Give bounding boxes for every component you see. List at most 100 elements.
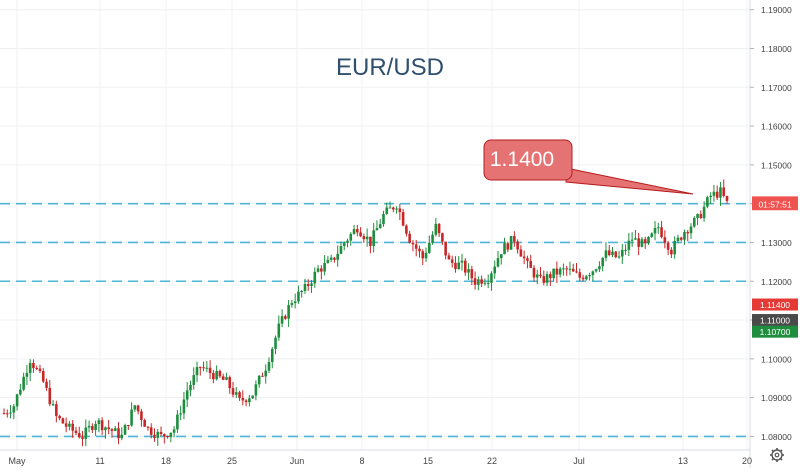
candle-body — [483, 282, 487, 284]
candle-body — [375, 228, 379, 231]
candle-body — [362, 236, 366, 240]
candle-body — [516, 241, 519, 250]
candle-body — [427, 242, 431, 253]
callout-label: 1.1400 — [490, 148, 554, 171]
candle-body — [71, 423, 75, 431]
candle-body — [470, 269, 474, 279]
candle-body — [614, 251, 618, 258]
candle-body — [329, 257, 333, 260]
candle-body — [300, 290, 304, 292]
candle-body — [414, 244, 418, 249]
candle-body — [94, 423, 97, 430]
candle-body — [519, 249, 523, 257]
candle-body — [598, 266, 601, 270]
candle-body — [372, 230, 375, 247]
candle-body — [91, 425, 94, 430]
candle-body — [702, 206, 706, 219]
y-tick-label: 1.18000 — [761, 44, 792, 54]
candle-body — [143, 419, 146, 427]
candle-body — [581, 277, 585, 280]
candle-body — [473, 278, 477, 285]
candle-body — [591, 271, 595, 276]
candle-body — [532, 267, 536, 278]
price-label-text: 1.11000 — [760, 316, 790, 326]
candle-body — [601, 257, 604, 267]
candle-body — [189, 384, 192, 391]
y-tick-label: 1.13000 — [761, 238, 792, 248]
price-label-box — [752, 198, 798, 211]
candle-body — [185, 390, 189, 400]
candle-body — [120, 434, 124, 439]
candle-body — [683, 231, 686, 240]
y-tick-label: 1.15000 — [761, 160, 792, 170]
candle-body — [238, 392, 241, 398]
candle-body — [55, 404, 58, 416]
candle-body — [450, 259, 454, 263]
candle-body — [277, 323, 281, 338]
candle-body — [696, 214, 699, 219]
x-tick-label: 25 — [227, 456, 237, 466]
candle-body — [192, 375, 196, 385]
candle-body — [725, 195, 729, 201]
candle-body — [643, 239, 647, 244]
candle-body — [12, 406, 16, 413]
candle-body — [392, 207, 395, 210]
candle-body — [248, 398, 251, 403]
candle-body — [130, 409, 133, 426]
candle-body — [208, 367, 212, 374]
candle-body — [179, 413, 182, 415]
candle-body — [382, 213, 385, 225]
candle-body — [637, 238, 640, 247]
candle-body — [74, 430, 78, 434]
chart-title: EUR/USD — [336, 54, 444, 81]
candle-body — [706, 197, 709, 207]
candle-body — [61, 418, 65, 424]
candle-body — [22, 376, 25, 390]
price-label-box — [752, 314, 798, 327]
candle-body — [656, 227, 660, 229]
candle-body — [663, 237, 667, 243]
candle-body — [555, 268, 559, 275]
candle-body — [499, 254, 503, 259]
candle-body — [640, 239, 644, 247]
candle-body — [715, 191, 719, 198]
price-callout[interactable]: 1.1400 — [483, 139, 694, 195]
candle-body — [565, 268, 568, 270]
candle-body — [339, 246, 343, 254]
candle-body — [84, 427, 88, 439]
candle-body — [35, 368, 39, 370]
candle-body — [127, 425, 130, 427]
candle-body — [15, 394, 19, 407]
candle-body — [241, 397, 245, 401]
candle-body — [424, 252, 428, 259]
y-tick-label: 1.08000 — [761, 432, 792, 442]
candle-body — [136, 405, 140, 412]
candle-body — [378, 224, 382, 229]
candle-body — [539, 274, 542, 277]
candle-body — [418, 248, 421, 252]
candle-body — [463, 260, 467, 273]
candle-body — [274, 337, 277, 349]
candle-body — [634, 238, 637, 240]
candle-body — [709, 195, 712, 198]
candle-body — [172, 429, 176, 433]
candle-body — [676, 237, 680, 242]
price-label-box — [752, 325, 798, 338]
candle-body — [467, 269, 470, 273]
candle-body — [261, 375, 264, 377]
price-label-text: 01:57:51 — [758, 200, 791, 210]
candle-body — [293, 301, 297, 304]
candle-body — [388, 207, 392, 209]
settings-gear-icon[interactable] — [770, 448, 784, 462]
candles — [2, 179, 729, 447]
candle-body — [9, 412, 12, 414]
x-tick-label: 20 — [742, 456, 752, 466]
candle-body — [306, 283, 310, 286]
candle-body — [45, 381, 48, 388]
x-tick-label: 8 — [359, 456, 364, 466]
candle-body — [182, 399, 186, 414]
candle-body — [323, 262, 326, 272]
candle-body — [522, 256, 526, 259]
candle-body — [441, 233, 444, 242]
